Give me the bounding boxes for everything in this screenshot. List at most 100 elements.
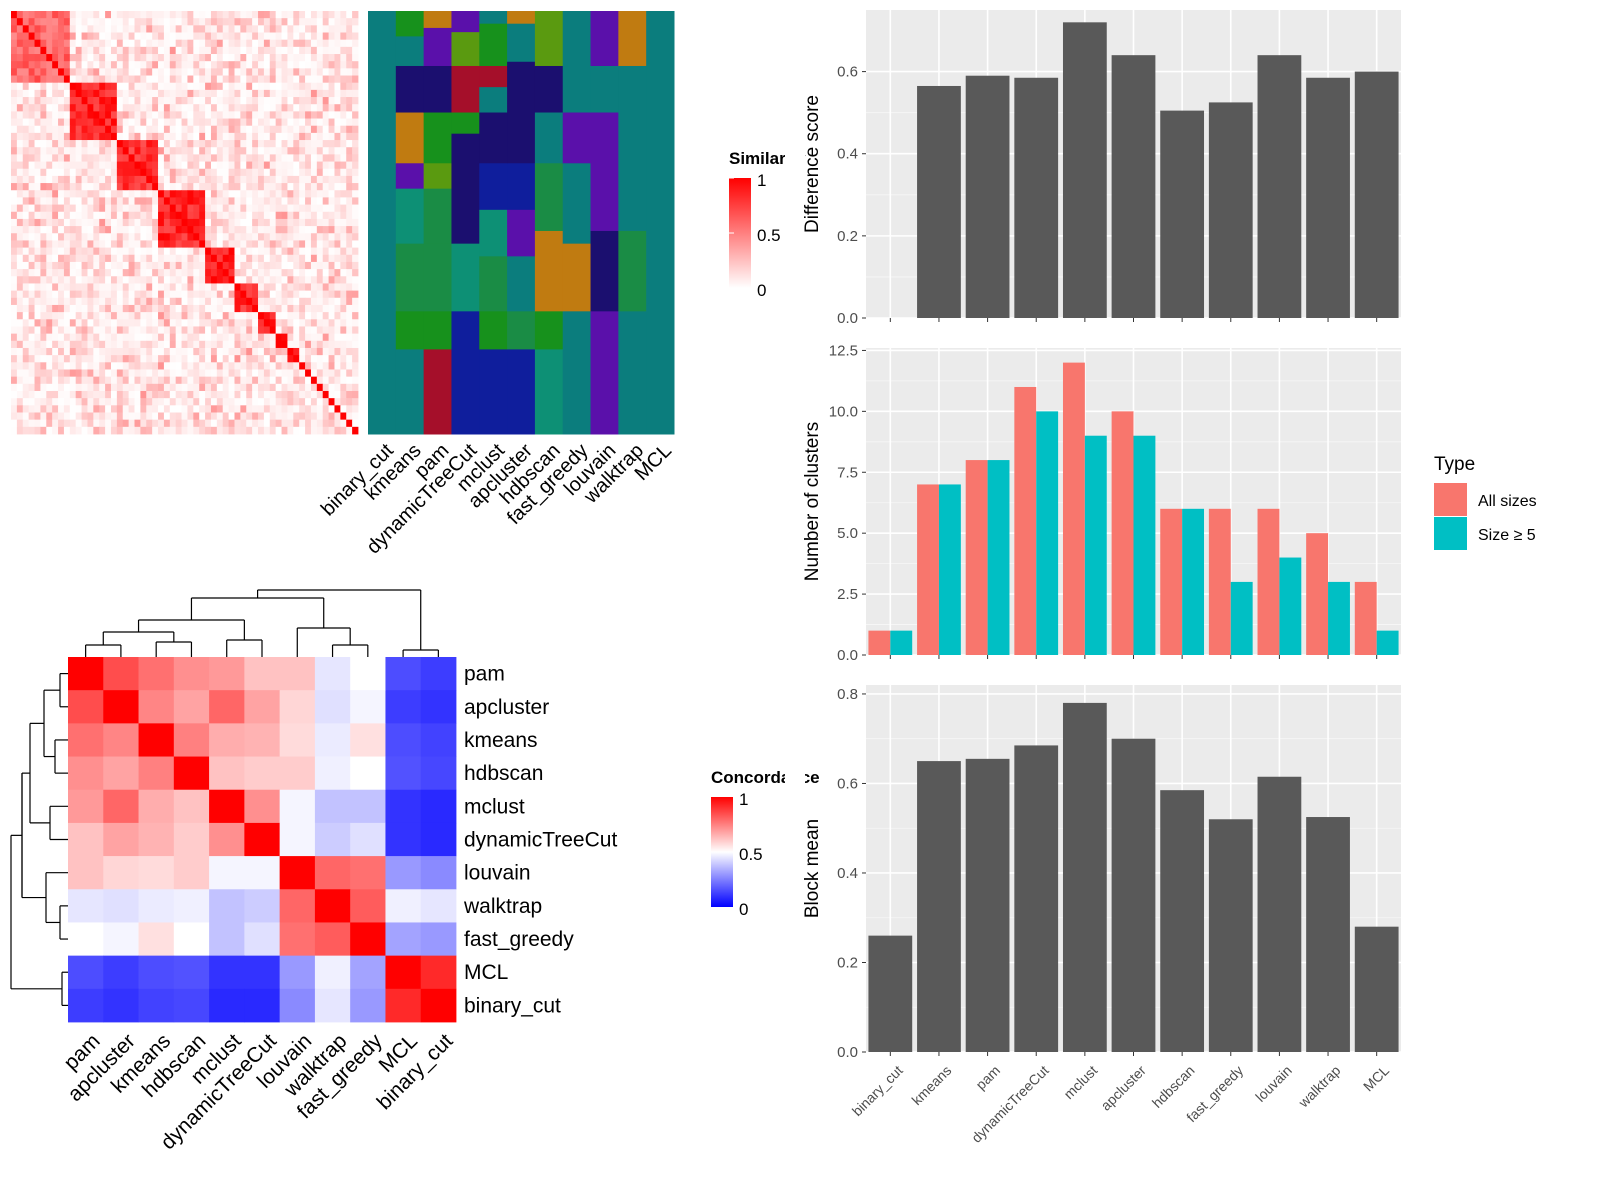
similarity-cell	[234, 412, 241, 421]
similarity-cell	[175, 32, 182, 41]
similarity-cell	[58, 240, 65, 248]
similarity-cell	[275, 290, 282, 299]
similarity-cell	[158, 132, 165, 141]
bar	[1160, 110, 1205, 318]
similarity-cell	[58, 46, 65, 55]
similarity-cell	[28, 54, 35, 62]
similarity-cell	[305, 312, 312, 320]
similarity-cell	[187, 11, 194, 19]
similarity-cell	[163, 183, 171, 191]
similarity-cell	[258, 247, 265, 256]
similarity-cell	[63, 276, 71, 284]
similarity-cell	[258, 118, 265, 127]
similarity-cell	[228, 104, 235, 112]
similarity-cell	[234, 147, 241, 155]
concordance-cell	[103, 690, 139, 724]
similarity-cell	[34, 419, 41, 428]
similarity-cell	[69, 25, 77, 33]
similarity-cell	[105, 276, 112, 284]
similarity-cell	[40, 326, 47, 335]
similarity-cell	[28, 25, 35, 33]
similarity-cell	[210, 161, 218, 170]
similarity-cell	[81, 376, 88, 385]
similarity-cell	[116, 154, 124, 162]
similarity-cell	[87, 283, 94, 292]
similarity-cell	[22, 419, 30, 428]
similarity-cell	[169, 39, 177, 48]
similarity-cell	[175, 233, 182, 241]
similarity-cell	[34, 97, 41, 105]
similarity-cell	[299, 104, 306, 112]
similarity-cell	[210, 369, 218, 378]
similarity-cell	[34, 254, 41, 263]
similarity-cell	[152, 261, 159, 270]
similarity-cell	[146, 104, 153, 112]
similarity-cell	[210, 261, 218, 270]
similarity-cell	[275, 11, 282, 19]
similarity-cell	[46, 197, 53, 205]
similarity-cell	[199, 355, 206, 363]
similarity-cell	[52, 147, 59, 155]
similarity-cell	[234, 190, 241, 198]
similarity-cell	[105, 175, 112, 184]
similarity-cell	[22, 276, 30, 284]
similarity-cell	[328, 218, 335, 227]
similarity-cell	[181, 204, 188, 213]
similarity-cell	[16, 369, 24, 378]
y-tick-label: 5.0	[837, 525, 858, 542]
similarity-cell	[175, 75, 182, 84]
similarity-cell	[158, 140, 165, 148]
similarity-cell	[346, 376, 353, 385]
similarity-cell	[269, 347, 277, 356]
similarity-cell	[22, 269, 30, 277]
similarity-cell	[246, 46, 253, 55]
similarity-cell	[258, 190, 265, 198]
similarity-cell	[310, 89, 318, 98]
similarity-cell	[293, 147, 300, 155]
similarity-cell	[140, 61, 147, 69]
similarity-cell	[11, 312, 18, 320]
bar	[1257, 776, 1302, 1052]
similarity-cell	[99, 204, 106, 213]
similarity-cell	[99, 383, 106, 392]
similarity-cell	[193, 269, 200, 277]
similarity-cell	[193, 18, 200, 26]
similarity-cell	[63, 132, 71, 141]
similarity-cell	[193, 154, 200, 162]
similarity-cell	[299, 226, 306, 234]
similarity-cell	[228, 233, 235, 241]
similarity-cell	[187, 161, 194, 170]
similarity-cell	[316, 61, 324, 69]
similarity-cell	[46, 233, 53, 241]
similarity-cell	[234, 54, 241, 62]
similarity-cell	[158, 254, 165, 263]
similarity-cell	[316, 405, 324, 413]
type-legend-key	[1434, 483, 1467, 516]
membership-cell	[423, 349, 452, 435]
similarity-cell	[69, 175, 77, 184]
similarity-cell	[193, 147, 200, 155]
similarity-cell	[281, 161, 288, 170]
similarity-cell	[16, 111, 24, 119]
similarity-cell	[346, 75, 353, 84]
similarity-cell	[287, 68, 294, 76]
similarity-cell	[216, 147, 224, 155]
similarity-cell	[193, 125, 200, 134]
similarity-cell	[11, 211, 18, 220]
similarity-cell	[87, 132, 94, 141]
similarity-cell	[352, 269, 359, 277]
similarity-cell	[169, 347, 177, 356]
similarity-cell	[110, 82, 118, 91]
similarity-cell	[199, 247, 206, 256]
similarity-cell	[334, 283, 341, 292]
similarity-cell	[234, 197, 241, 205]
similarity-cell	[28, 154, 35, 162]
similarity-cell	[181, 405, 188, 413]
similarity-cell	[69, 89, 77, 98]
similarity-cell	[275, 276, 282, 284]
similarity-cell	[146, 283, 153, 292]
similarity-cell	[105, 46, 112, 55]
concordance-cell	[173, 889, 210, 923]
similarity-cell	[352, 140, 359, 148]
similarity-cell	[69, 376, 77, 385]
